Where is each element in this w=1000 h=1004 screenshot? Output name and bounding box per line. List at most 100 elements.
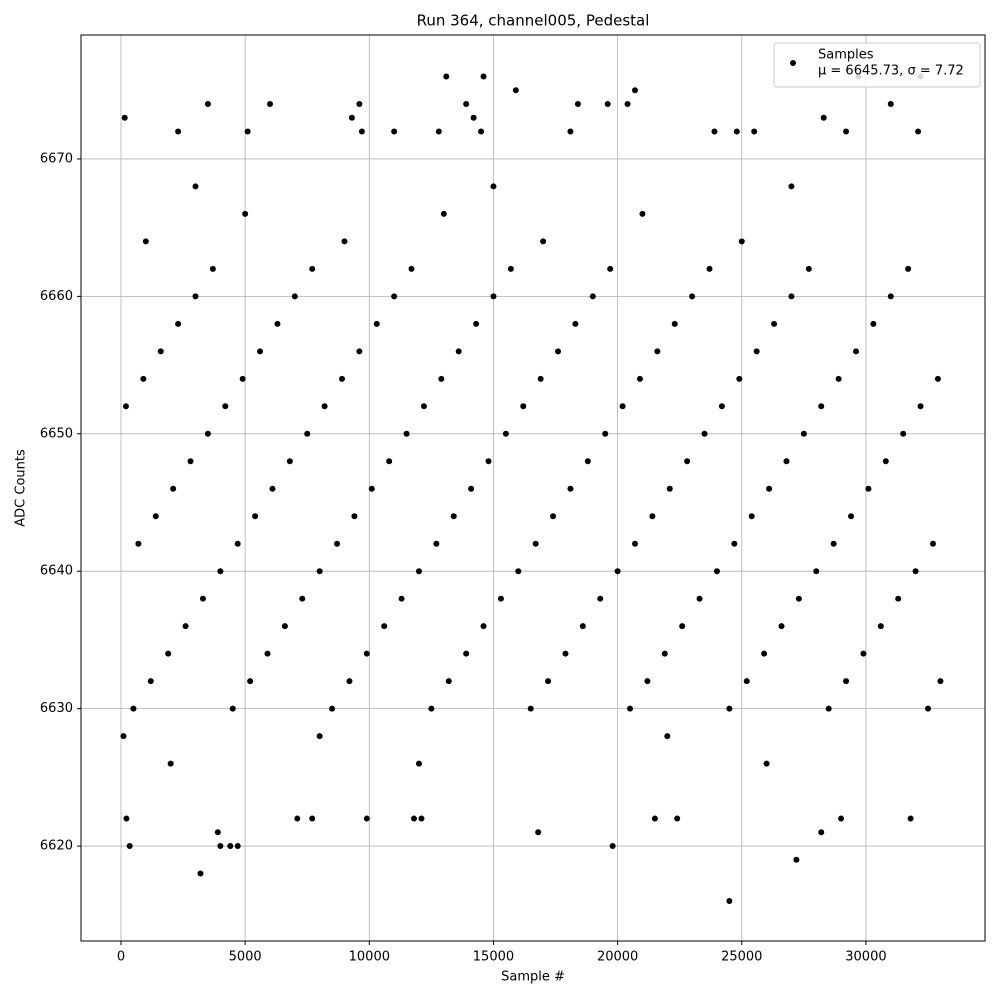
y-tick-label: 6660 [40,289,73,304]
point [192,183,199,190]
point [257,348,264,355]
chart-title: Run 364, channel005, Pedestal [417,12,650,30]
point [733,128,740,135]
point [140,375,147,382]
point [120,733,127,740]
point [126,843,133,850]
x-tick-label: 30000 [845,950,886,965]
point [463,650,470,657]
point [805,265,812,272]
point [497,595,504,602]
point [738,238,745,245]
point [550,513,557,520]
legend-box [773,42,981,88]
point [706,265,713,272]
point [274,320,281,327]
point [574,100,581,107]
point [358,128,365,135]
x-tick-label: 15000 [473,950,514,965]
point [440,210,447,217]
point [408,265,415,272]
point [123,815,130,822]
point [227,843,234,850]
point [403,430,410,437]
point [818,403,825,410]
point [368,485,375,492]
point [654,348,661,355]
y-tick-label: 6620 [40,839,73,854]
point [743,678,750,685]
point [244,128,251,135]
point [170,485,177,492]
point [485,458,492,465]
x-tick-label: 10000 [349,950,390,965]
point [281,623,288,630]
point [502,430,509,437]
x-axis-label: Sample # [501,970,565,985]
grid [81,35,985,941]
point [783,458,790,465]
point [835,375,842,382]
point [341,238,348,245]
point [753,348,760,355]
point [473,320,480,327]
point [381,623,388,630]
point [843,128,850,135]
point [917,403,924,410]
point [197,870,204,877]
point [450,513,457,520]
point [788,183,795,190]
point [895,595,902,602]
x-tick-label: 5000 [229,950,262,965]
point [619,403,626,410]
point [726,705,733,712]
point [167,760,174,767]
point [830,540,837,547]
point [555,348,562,355]
point [540,238,547,245]
point [433,540,440,547]
point [661,650,668,657]
point [438,375,445,382]
point [907,815,914,822]
point [411,815,418,822]
legend-marker [790,60,796,66]
point [247,678,254,685]
point [204,100,211,107]
point [490,183,497,190]
point [838,815,845,822]
point [604,100,611,107]
point [135,540,142,547]
point [351,513,358,520]
point [147,678,154,685]
point [338,375,345,382]
point [572,320,579,327]
x-tick-label: 0 [117,950,125,965]
point [334,540,341,547]
point [701,430,708,437]
point [192,293,199,300]
point [537,375,544,382]
point [391,128,398,135]
point [420,403,427,410]
point [900,430,907,437]
point [217,843,224,850]
point [865,485,872,492]
point [490,293,497,300]
point [674,815,681,822]
point [887,100,894,107]
point [813,568,820,575]
point [882,458,889,465]
point [478,128,485,135]
point [239,375,246,382]
point [291,293,298,300]
point [766,485,773,492]
point [736,375,743,382]
point [175,128,182,135]
legend: Samples μ = 6645.73, σ = 7.72 [773,42,981,88]
point [222,403,229,410]
point [689,293,696,300]
point [713,568,720,575]
point [373,320,380,327]
